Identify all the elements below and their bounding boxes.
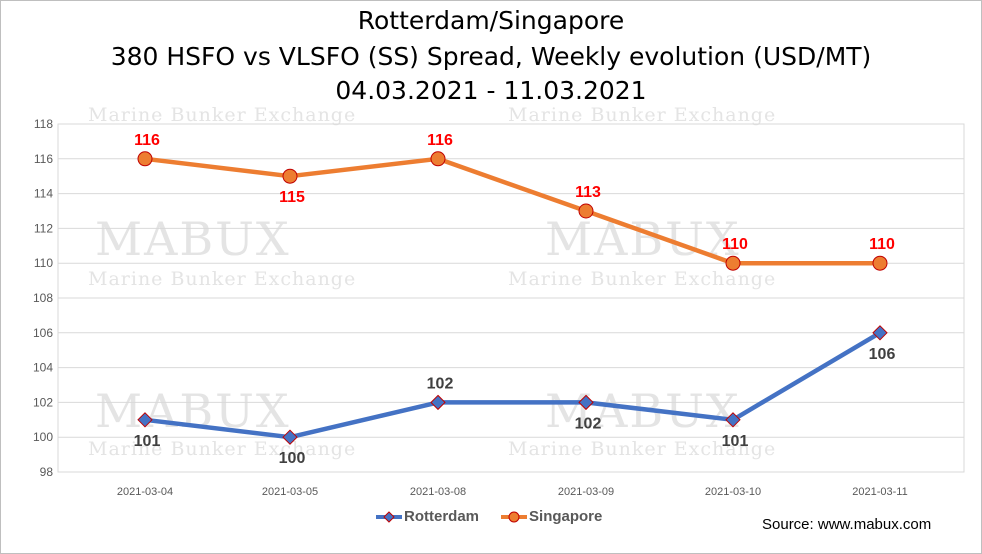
watermark-text: Marine Bunker Exchange xyxy=(88,104,357,126)
x-tick-label: 2021-03-11 xyxy=(852,486,907,498)
y-tick-label: 110 xyxy=(34,256,53,270)
data-label-singapore: 116 xyxy=(134,132,160,149)
legend-label-singapore: Singapore xyxy=(529,508,603,525)
data-point-rotterdam xyxy=(137,412,153,428)
watermark-text: Marine Bunker Exchange xyxy=(88,268,357,290)
series-line-singapore xyxy=(144,156,880,266)
data-label-rotterdam: 101 xyxy=(722,433,749,450)
watermark-logo: MABUX xyxy=(95,384,291,438)
data-point-singapore xyxy=(578,203,594,219)
legend-item-singapore: Singapore xyxy=(501,508,602,525)
y-tick-label: 118 xyxy=(34,117,53,131)
data-point-singapore xyxy=(282,168,298,184)
y-tick-label: 108 xyxy=(33,291,53,305)
data-point-rotterdam xyxy=(872,325,888,341)
data-point-singapore xyxy=(430,151,446,167)
watermark-text: Marine Bunker Exchange xyxy=(508,438,777,460)
y-tick-label: 116 xyxy=(34,152,53,166)
data-label-singapore: 110 xyxy=(869,236,895,253)
y-tick-label: 98 xyxy=(40,465,54,479)
data-point-singapore xyxy=(872,255,888,271)
data-point-rotterdam xyxy=(578,394,594,411)
watermark-logo: MABUX xyxy=(545,212,741,266)
legend-item-rotterdam: Rotterdam xyxy=(376,508,479,525)
data-label-rotterdam: 100 xyxy=(279,450,306,467)
series-line-rotterdam xyxy=(144,330,882,440)
chart-title-line-1: Rotterdam/Singapore xyxy=(357,6,625,35)
data-label-singapore: 113 xyxy=(575,184,601,201)
y-tick-label: 104 xyxy=(33,361,53,375)
source-note: Source: www.mabux.com xyxy=(762,516,932,533)
y-tick-label: 112 xyxy=(34,221,53,235)
data-point-singapore xyxy=(725,255,741,271)
data-label-rotterdam: 102 xyxy=(427,375,454,392)
data-point-rotterdam xyxy=(430,394,446,411)
x-tick-label: 2021-03-04 xyxy=(117,486,173,498)
y-tick-label: 100 xyxy=(33,430,53,444)
x-tick-label: 2021-03-08 xyxy=(410,486,466,498)
data-label-rotterdam: 101 xyxy=(134,433,161,450)
legend-label-rotterdam: Rotterdam xyxy=(404,508,480,525)
x-tick-label: 2021-03-09 xyxy=(558,486,614,498)
chart-title-line-2: 380 HSFO vs VLSFO (SS) Spread, Weekly ev… xyxy=(110,42,872,71)
data-point-rotterdam xyxy=(282,429,298,445)
legend-swatch-rotterdam xyxy=(376,510,402,523)
y-tick-label: 102 xyxy=(33,395,53,409)
watermark-text: Marine Bunker Exchange xyxy=(88,438,357,460)
data-point-rotterdam xyxy=(725,412,741,428)
data-point-singapore xyxy=(137,151,153,167)
y-tick-label: 106 xyxy=(33,326,53,340)
legend-swatch-singapore xyxy=(501,511,528,522)
watermark-text: Marine Bunker Exchange xyxy=(508,268,777,290)
data-label-singapore: 116 xyxy=(427,132,453,149)
data-label-rotterdam: 102 xyxy=(575,415,602,432)
x-tick-label: 2021-03-10 xyxy=(705,486,761,498)
watermark-logo: MABUX xyxy=(95,212,291,266)
data-label-singapore: 110 xyxy=(722,236,748,253)
data-label-singapore: 115 xyxy=(279,189,305,206)
chart-title-line-3: 04.03.2021 - 11.03.2021 xyxy=(335,76,647,105)
watermark-text: Marine Bunker Exchange xyxy=(508,104,777,126)
chart-legend: Rotterdam Singapore xyxy=(376,508,602,525)
data-label-rotterdam: 106 xyxy=(869,346,896,363)
y-tick-label: 114 xyxy=(34,187,53,201)
x-tick-label: 2021-03-05 xyxy=(262,486,318,498)
